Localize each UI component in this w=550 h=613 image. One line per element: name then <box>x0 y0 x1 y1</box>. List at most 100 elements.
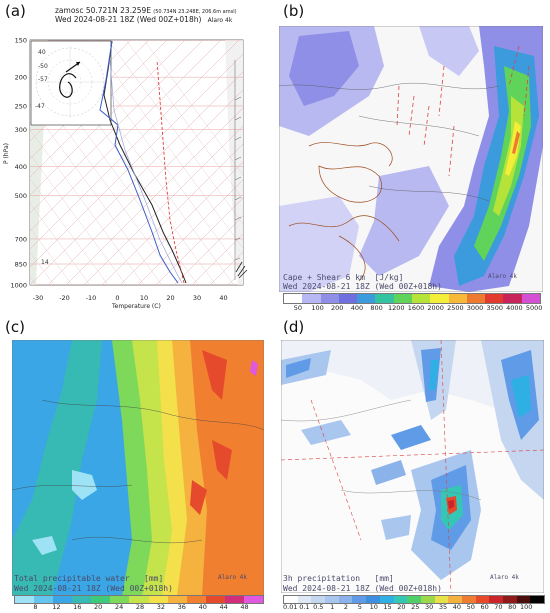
colorbar-swatch <box>420 596 435 603</box>
colorbar-label: 48 <box>240 603 249 611</box>
pressure-tick-label: 700 <box>15 235 27 243</box>
strip-label: 14 <box>41 259 49 266</box>
colorbar-label: 32 <box>156 603 166 611</box>
skewt-time: Wed 2024-08-21 18Z (Wed 00Z+018h) <box>55 15 202 24</box>
colorbar-label: 200 <box>331 304 344 312</box>
colorbar-label: 800 <box>370 304 383 312</box>
pressure-tick-label: 500 <box>15 192 27 200</box>
colorbar-label: 80 <box>508 603 517 611</box>
temperature-tick-label: 10 <box>140 294 148 302</box>
colorbar-swatch <box>34 596 54 603</box>
temperature-tick-label: 20 <box>166 294 174 302</box>
colorbar-label: 20 <box>397 603 406 611</box>
colorbar-label: 40 <box>452 603 461 611</box>
panel-b-letter: (b) <box>283 2 305 20</box>
colorbar-label: 3000 <box>466 304 484 312</box>
colorbar-label: 100 <box>519 603 533 611</box>
cape-colorbar-labels: 50 100 200 400 800 1200 1600 2000 2500 3000 3500 40… <box>288 304 544 312</box>
colorbar-swatch <box>129 596 149 603</box>
colorbar-label: 15 <box>383 603 392 611</box>
colorbar-swatch <box>352 596 367 603</box>
temperature-tick-label: -20 <box>59 294 70 302</box>
colorbar-swatch <box>297 596 312 603</box>
colorbar-swatch <box>393 596 408 603</box>
colorbar-label: 4000 <box>506 304 523 312</box>
panel-a-letter: (a) <box>5 2 26 20</box>
colorbar-label: 2500 <box>447 304 464 312</box>
pwat-caption-line2: Wed 2024-08-21 18Z (Wed 00Z+018h) <box>14 584 173 593</box>
colorbar-swatch <box>366 596 380 603</box>
panel-c-letter: (c) <box>5 318 25 336</box>
colorbar-label: 44 <box>219 603 228 611</box>
cape-map <box>279 26 543 292</box>
colorbar-label: 36 <box>177 603 186 611</box>
panel-d-letter: (d) <box>283 318 305 336</box>
colorbar-label: 50 <box>466 603 475 611</box>
temperature-tick-label: 0 <box>115 294 119 302</box>
colorbar-swatch <box>503 294 522 303</box>
colorbar-label: 2000 <box>427 304 444 312</box>
hodograph <box>35 46 105 118</box>
colorbar-swatch <box>224 596 244 603</box>
precip-caption-model: Alaro 4k <box>490 574 519 581</box>
colorbar-label: 16 <box>73 603 82 611</box>
precip-caption-line1: 3h precipitation [mm] <box>283 574 394 583</box>
skewt-station-detail: (50.734N 23.248E, 206.6m amsl) <box>153 9 237 15</box>
temperature-tick-label: -30 <box>33 294 44 302</box>
pressure-tick-label: 250 <box>15 102 27 110</box>
colorbar-swatch <box>466 294 486 303</box>
colorbar-label: 70 <box>494 603 503 611</box>
colorbar-swatch <box>284 294 303 303</box>
colorbar-swatch <box>461 596 476 603</box>
colorbar-label: 0.01 <box>283 603 298 611</box>
colorbar-label: 2 <box>343 603 349 611</box>
colorbar-swatch <box>530 596 545 603</box>
cape-colorbar <box>283 293 541 304</box>
skewt-model: Alaro 4k <box>207 17 233 24</box>
colorbar-swatch <box>516 596 531 603</box>
colorbar-swatch <box>243 596 264 603</box>
colorbar-swatch <box>338 596 353 603</box>
hodograph-label: -50 <box>38 63 48 70</box>
temperature-tick-label: 40 <box>219 294 227 302</box>
colorbar-label: 60 <box>480 603 489 611</box>
cape-caption-model: Alaro 4k <box>488 273 517 280</box>
colorbar-swatch <box>393 294 412 303</box>
dewpoint-profile <box>99 40 179 284</box>
wetbulb-profile <box>109 59 183 284</box>
colorbar-swatch <box>311 596 326 603</box>
colorbar-swatch <box>167 596 187 603</box>
precip-colorbar-labels: 0.01 0.1 0.5 1 2 5 10 15 20 25 30 35 40 50 60 70 80 100 <box>283 603 533 611</box>
colorbar-label: 35 <box>438 603 448 611</box>
pwat-map <box>12 340 264 596</box>
colorbar-label: 5000 <box>525 304 543 312</box>
pwat-caption-model: Alaro 4k <box>218 574 247 581</box>
colorbar-label: 1200 <box>388 304 405 312</box>
precip-caption-line2: Wed 2024-08-21 18Z (Wed 00Z+018h) <box>283 584 442 593</box>
colorbar-swatch <box>91 596 111 603</box>
colorbar-swatch <box>148 596 168 603</box>
colorbar-swatch <box>485 294 504 303</box>
colorbar-label: 12 <box>52 603 61 611</box>
colorbar-label: 0.1 <box>299 603 310 611</box>
colorbar-label: 5 <box>357 603 362 611</box>
pressure-tick-label: 300 <box>15 126 27 134</box>
colorbar-swatch <box>379 596 394 603</box>
colorbar-swatch <box>357 294 376 303</box>
colorbar-swatch <box>338 294 358 303</box>
colorbar-swatch <box>475 596 490 603</box>
colorbar-label: 1600 <box>407 304 425 312</box>
skewt-header: zamosc 50.721N 23.259E (50.734N 23.248E,… <box>55 6 275 36</box>
precip-colorbar <box>283 595 545 604</box>
temperature-tick-label: 30 <box>193 294 201 302</box>
colorbar-swatch <box>503 596 517 603</box>
colorbar-label: 24 <box>114 603 124 611</box>
pressure-tick-label: 200 <box>15 74 27 82</box>
colorbar-swatch <box>434 596 449 603</box>
colorbar-swatch <box>375 294 394 303</box>
cape-caption-line2: Wed 2024-08-21 18Z (Wed 00Z+018h) <box>283 282 442 291</box>
skewt-station: zamosc 50.721N 23.259E <box>55 6 152 15</box>
colorbar-label: 20 <box>94 603 103 611</box>
pwat-colorbar <box>14 595 264 604</box>
